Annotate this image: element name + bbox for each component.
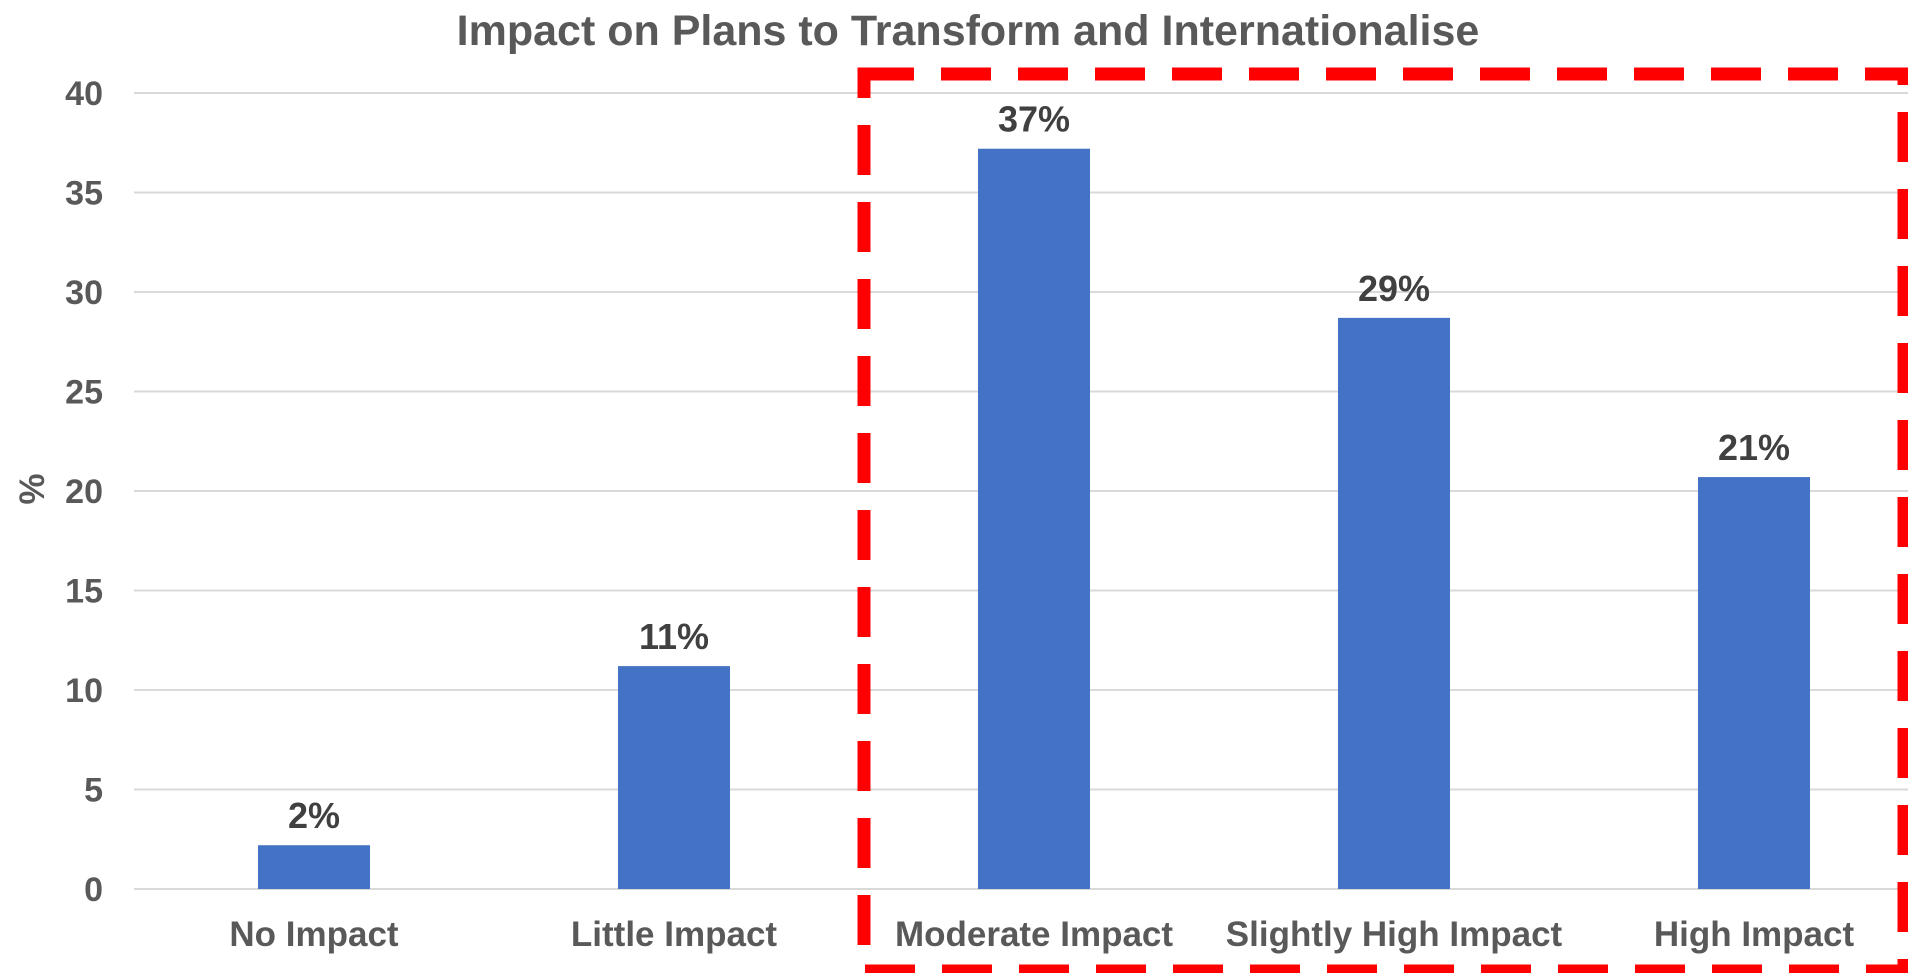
y-axis: 0 5 10 15 20 25 30 35 40 xyxy=(65,75,103,909)
data-label: 21% xyxy=(1718,427,1790,468)
y-tick-label: 0 xyxy=(84,871,103,909)
x-tick-label: Little Impact xyxy=(571,915,777,954)
highlight-box-outline xyxy=(857,67,1908,973)
y-tick-label: 40 xyxy=(65,75,103,113)
data-label: 37% xyxy=(998,99,1070,140)
bar xyxy=(618,666,730,889)
x-tick-label: High Impact xyxy=(1654,915,1855,954)
x-tick-label: Moderate Impact xyxy=(895,915,1173,954)
bar xyxy=(978,148,1090,890)
y-tick-label: 20 xyxy=(65,473,103,511)
bar xyxy=(1698,477,1810,889)
data-labels: 2% 11% 37% 29% 21% xyxy=(288,99,1790,836)
chart-title: Impact on Plans to Transform and Interna… xyxy=(457,7,1480,55)
y-tick-label: 10 xyxy=(65,672,103,710)
y-tick-label: 35 xyxy=(65,175,103,213)
data-label: 2% xyxy=(288,795,340,836)
y-axis-title: % xyxy=(13,473,52,504)
y-tick-label: 5 xyxy=(84,772,103,810)
x-tick-label: Slightly High Impact xyxy=(1226,915,1563,954)
y-tick-label: 25 xyxy=(65,374,103,412)
x-tick-label: No Impact xyxy=(229,915,399,954)
data-label: 29% xyxy=(1358,268,1430,309)
bar xyxy=(1338,317,1450,889)
x-axis: No Impact Little Impact Moderate Impact Sli… xyxy=(229,915,1854,954)
y-tick-label: 30 xyxy=(65,274,103,312)
bars xyxy=(258,148,1810,890)
highlight-box xyxy=(857,67,1908,973)
data-label: 11% xyxy=(639,616,709,657)
y-tick-label: 15 xyxy=(65,573,103,611)
bar xyxy=(258,845,370,889)
